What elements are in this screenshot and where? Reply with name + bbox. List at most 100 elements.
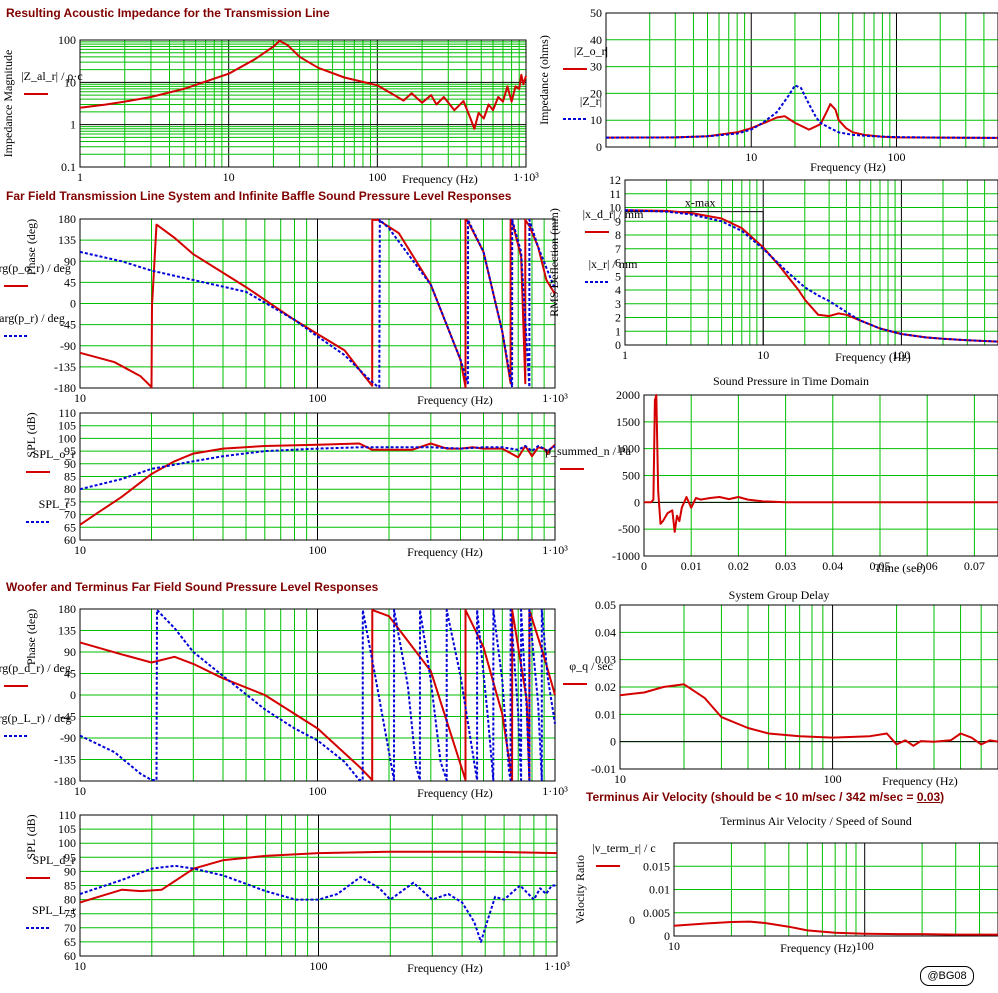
y-tick-label: 11 — [609, 187, 621, 201]
series-line-red — [79, 218, 556, 389]
chart-spl_woofer_terminus: 10 100 1·10³6065707580859095100105110Frequ… — [24, 808, 570, 975]
y-tick-label: 50 — [590, 6, 602, 20]
section-title-far-field: Far Field Transmission Line System and I… — [6, 189, 512, 203]
plot-frame — [643, 394, 998, 557]
section-title-velocity-pre: Terminus Air Velocity (should be < 10 m/… — [586, 790, 917, 804]
x-tick-label: 0 — [641, 559, 647, 573]
y-tick-label: 90 — [64, 645, 76, 659]
y-tick-label: 110 — [58, 406, 76, 420]
y-tick-label: 10 — [590, 113, 602, 127]
legend-label: |Z_al_r| / ρ·c — [21, 69, 82, 83]
legend-label: arg(p_d_r) / deg — [0, 661, 71, 675]
x-tick-label: 10 — [745, 150, 757, 164]
y-tick-label: 80 — [64, 893, 76, 907]
section-title-velocity-post: ) — [940, 790, 945, 804]
y-tick-label: 90 — [64, 864, 76, 878]
x-tick-label: 10 — [757, 348, 769, 362]
y-tick-label: 70 — [64, 921, 76, 935]
y-tick-label: 105 — [58, 822, 76, 836]
y-tick-label: 7 — [615, 242, 621, 256]
y-tick-label: 0.015 — [643, 859, 670, 873]
x-axis-label: Time (sec) — [874, 561, 925, 575]
y-tick-label: 180 — [58, 212, 76, 226]
y-tick-label: 5 — [615, 269, 621, 283]
series-line-red — [644, 394, 998, 533]
plot-area — [80, 40, 526, 167]
series-line-red — [673, 920, 998, 936]
y-axis-label: Phase (deg) — [24, 219, 38, 275]
legend-label: SPL_d_r — [33, 853, 76, 867]
y-tick-label: 9 — [615, 214, 621, 228]
section-title-velocity-value: 0.03 — [916, 790, 941, 804]
legend-label: arg(p_r) / deg — [0, 311, 65, 325]
plot-frame — [624, 179, 998, 346]
x-tick-label: 100 — [824, 772, 842, 786]
x-axis-label: Frequency (Hz) — [835, 350, 911, 364]
legend-label: SPL_r — [39, 497, 70, 511]
y-tick-label: 20 — [590, 86, 602, 100]
x-tick-label: 10 — [74, 391, 86, 405]
y-tick-label: 90 — [64, 254, 76, 268]
x-tick-label: 1·10³ — [544, 959, 570, 973]
xmax-label: x-max — [685, 196, 716, 210]
x-tick-label: 100 — [309, 391, 327, 405]
plot-frame — [79, 39, 527, 168]
y-tick-label: 100 — [58, 836, 76, 850]
x-tick-label: 10 — [74, 543, 86, 557]
plot-frame — [619, 604, 998, 770]
y-tick-label: -180 — [54, 774, 76, 788]
legend-label: |x_d_r| / mm — [583, 207, 644, 221]
legend-label: φ_q / sec — [569, 659, 613, 673]
x-tick-label: 100 — [856, 939, 874, 953]
x-tick-label: 0.07 — [964, 559, 985, 573]
legend-label: SPL_o_r — [33, 447, 76, 461]
series-line-blue — [79, 218, 556, 389]
x-tick-label: 1·10³ — [513, 170, 539, 184]
y-tick-label: 0.01 — [649, 883, 670, 897]
x-tick-label: 100 — [310, 959, 328, 973]
x-tick-label: 1 — [622, 348, 628, 362]
y-tick-label: 135 — [58, 233, 76, 247]
chart-phase_system: 10 100 1·10³ -180 -135 -90 -45 0 45 90 135 180 Frequ… — [0, 212, 568, 407]
y-axis-label: Impedance (ohms) — [537, 35, 551, 125]
grid — [79, 608, 556, 782]
legend-label: arg(p_o_r) / deg — [0, 261, 71, 275]
y-tick-label: 95 — [64, 850, 76, 864]
y-tick-label: -90 — [60, 731, 76, 745]
chart-title: Sound Pressure in Time Domain — [713, 374, 869, 388]
y-axis-label: Velocity Ratio — [573, 855, 587, 924]
chart-group_delay: 10 100 -0.01 0 0.01 0.02 0.03 0.04 0.05 Frequency… — [563, 588, 998, 788]
series-line-blue — [79, 445, 556, 491]
y-tick-label: 0 — [610, 735, 616, 749]
x-axis-label: Frequency (Hz) — [407, 961, 483, 975]
y-tick-label: 0 — [615, 338, 621, 352]
plot-frame — [673, 842, 998, 937]
section-title-impedance: Resulting Acoustic Impedance for the Tra… — [6, 6, 330, 20]
y-tick-label: 0.005 — [643, 906, 670, 920]
series-line-blue — [79, 864, 557, 943]
x-tick-label: 1·10³ — [542, 784, 568, 798]
y-tick-label: 0 — [596, 140, 602, 154]
y-tick-label: 105 — [58, 419, 76, 433]
plot-frame — [79, 218, 556, 389]
grid — [79, 814, 558, 957]
y-tick-label: 180 — [58, 602, 76, 616]
y-tick-label: 500 — [622, 469, 640, 483]
y-tick-label: 1 — [615, 324, 621, 338]
legend-label: arg(p_L_r) / deg — [0, 711, 72, 725]
y-tick-label: 2 — [615, 311, 621, 325]
y-tick-label: -135 — [54, 360, 76, 374]
y-tick-label: 0.05 — [595, 598, 616, 612]
y-tick-label: 80 — [64, 482, 76, 496]
chart-sound_pressure_time: 0 0.01 0.02 0.03 0.04 0.05 0.06 0.07 -1000 -500 0 5… — [545, 374, 998, 575]
y-tick-label: -90 — [60, 339, 76, 353]
legend-label: |x_r| / mm — [589, 257, 638, 271]
y-tick-label: 100 — [58, 431, 76, 445]
series-line-red — [79, 39, 527, 130]
x-axis-label: Frequency (Hz) — [417, 786, 493, 800]
y-tick-label: 10 — [64, 75, 76, 89]
chart-impedance_ohms: 10 100 0 10 20 30 40 50 Frequency (Hz) Impedance … — [537, 6, 998, 174]
x-tick-label: 10 — [614, 772, 626, 786]
y-axis-label: SPL (dB) — [24, 412, 38, 457]
